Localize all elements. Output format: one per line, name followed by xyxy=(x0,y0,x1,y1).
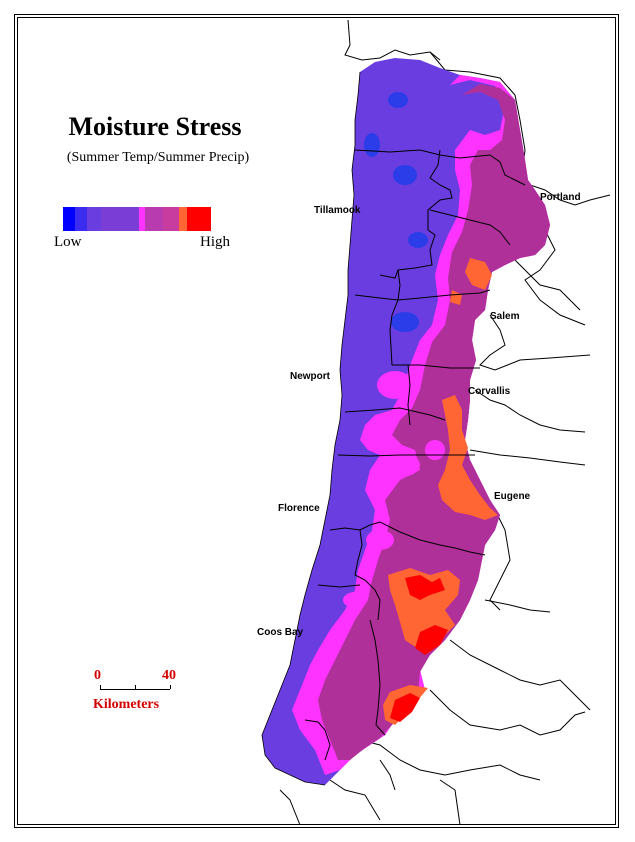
scale-bar: 0 40 Kilometers xyxy=(90,668,190,718)
map-subtitle: (Summer Temp/Summer Precip) xyxy=(66,150,250,165)
city-label-corvallis: Corvallis xyxy=(468,386,511,397)
legend-swatch-3 xyxy=(87,207,101,231)
map-frame-outer xyxy=(14,14,619,828)
legend-high-label: High xyxy=(200,234,230,250)
city-label-tillamook: Tillamook xyxy=(314,205,361,216)
legend-low-label: Low xyxy=(54,234,82,250)
legend-swatch-8 xyxy=(179,207,187,231)
legend-swatch-2 xyxy=(75,207,87,231)
county-boundaries-outside xyxy=(279,19,611,826)
legend-swatch-4 xyxy=(101,207,139,231)
legend-swatch-9 xyxy=(187,207,211,231)
coastline xyxy=(261,71,361,786)
scale-end-label: 40 xyxy=(162,668,176,683)
scale-tick xyxy=(135,685,136,689)
map-title: Moisture Stress xyxy=(68,112,242,141)
city-label-salem: Salem xyxy=(490,311,520,322)
scale-tick xyxy=(100,685,101,689)
color-legend xyxy=(63,207,211,231)
city-label-florence: Florence xyxy=(278,503,320,514)
map-frame-inner xyxy=(17,17,616,825)
legend-swatch-5 xyxy=(139,207,145,231)
scale-tick xyxy=(170,685,171,689)
city-label-portland: Portland xyxy=(540,192,581,203)
scale-start-label: 0 xyxy=(94,668,101,683)
city-label-newport: Newport xyxy=(290,371,330,382)
legend-swatch-1 xyxy=(63,207,75,231)
region-pink-spots xyxy=(343,371,445,608)
scale-line xyxy=(100,689,170,690)
region-high xyxy=(390,575,448,722)
city-label-eugene: Eugene xyxy=(494,491,531,502)
county-boundaries-inside xyxy=(304,149,526,761)
city-label-coos-bay: Coos Bay xyxy=(257,627,304,638)
legend-swatch-7 xyxy=(163,207,179,231)
legend-swatch-6 xyxy=(145,207,163,231)
scale-unit-label: Kilometers xyxy=(93,697,160,712)
